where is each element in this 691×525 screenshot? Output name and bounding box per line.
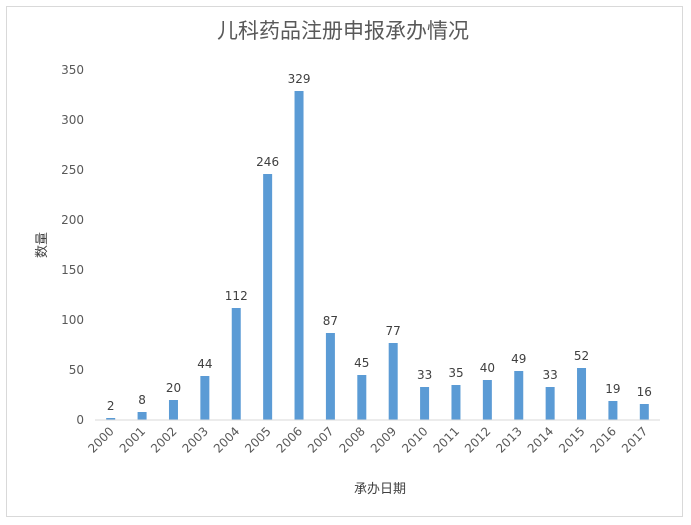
bar-2004 <box>231 308 241 420</box>
x-tick-label-2003: 2003 <box>179 424 210 455</box>
x-tick-label-2010: 2010 <box>399 424 430 455</box>
bar-2007 <box>325 333 335 420</box>
bar-2016 <box>608 401 618 420</box>
x-tick-label-2009: 2009 <box>368 424 399 455</box>
y-tick-label: 350 <box>61 63 84 77</box>
y-tick-label: 0 <box>76 413 84 427</box>
data-label-2016: 19 <box>605 382 620 396</box>
x-tick-label-2005: 2005 <box>242 424 273 455</box>
x-tick-label-2015: 2015 <box>556 424 587 455</box>
chart-title: 儿科药品注册申报承办情况 <box>217 19 469 43</box>
data-label-2017: 16 <box>637 385 652 399</box>
y-tick-label: 200 <box>61 213 84 227</box>
bar-2017 <box>639 404 649 420</box>
bar-2010 <box>420 387 430 420</box>
chart-frame <box>6 6 683 517</box>
data-labels: 2 8 20 44 112 246 329 87 45 77 33 35 40 49 33 52 19 16 <box>107 72 652 413</box>
y-tick-label: 300 <box>61 113 84 127</box>
y-axis-title: 数量 <box>35 232 50 258</box>
y-tick-label: 250 <box>61 163 84 177</box>
bar-2006 <box>294 91 304 420</box>
x-tick-label-2014: 2014 <box>525 424 556 455</box>
bar-2011 <box>451 385 461 420</box>
data-label-2007: 87 <box>323 314 338 328</box>
bar-2013 <box>514 371 524 420</box>
bars <box>106 91 649 420</box>
data-label-2006: 329 <box>288 72 311 86</box>
bar-2000 <box>106 418 116 420</box>
data-label-2012: 40 <box>480 361 495 375</box>
bar-2008 <box>357 375 367 420</box>
x-axis-ticks: 2000 2001 2002 2003 2004 2005 2006 2007 2008 2009… <box>85 424 650 455</box>
y-axis-ticks: 0 50 100 150 200 250 300 350 <box>61 63 84 427</box>
x-tick-label-2013: 2013 <box>493 424 524 455</box>
x-tick-label-2002: 2002 <box>148 424 179 455</box>
bar-2001 <box>137 412 147 420</box>
x-tick-label-2007: 2007 <box>305 424 336 455</box>
data-label-2009: 77 <box>386 324 401 338</box>
data-label-2010: 33 <box>417 368 432 382</box>
data-label-2003: 44 <box>197 357 212 371</box>
y-tick-label: 150 <box>61 263 84 277</box>
data-label-2002: 20 <box>166 381 181 395</box>
bar-2012 <box>482 380 492 420</box>
x-tick-label-2006: 2006 <box>274 424 305 455</box>
data-label-2011: 35 <box>448 366 463 380</box>
data-label-2004: 112 <box>225 289 248 303</box>
x-tick-label-2000: 2000 <box>85 424 116 455</box>
bar-2015 <box>577 368 587 420</box>
x-tick-label-2008: 2008 <box>336 424 367 455</box>
bar-2002 <box>168 400 178 420</box>
data-label-2008: 45 <box>354 356 369 370</box>
data-label-2005: 246 <box>256 155 279 169</box>
x-tick-label-2016: 2016 <box>588 424 619 455</box>
data-label-2001: 8 <box>138 393 146 407</box>
x-tick-label-2004: 2004 <box>211 424 242 455</box>
bar-2014 <box>545 387 555 420</box>
data-label-2014: 33 <box>542 368 557 382</box>
x-tick-label-2011: 2011 <box>431 424 462 455</box>
x-tick-label-2017: 2017 <box>619 424 650 455</box>
y-tick-label: 100 <box>61 313 84 327</box>
x-tick-label-2012: 2012 <box>462 424 493 455</box>
x-tick-label-2001: 2001 <box>117 424 148 455</box>
bar-2005 <box>263 174 273 420</box>
bar-2009 <box>388 343 398 420</box>
data-label-2013: 49 <box>511 352 526 366</box>
data-label-2000: 2 <box>107 399 115 413</box>
x-axis-title: 承办日期 <box>354 482 406 497</box>
data-label-2015: 52 <box>574 349 589 363</box>
y-tick-label: 50 <box>69 363 84 377</box>
bar-2003 <box>200 376 210 420</box>
